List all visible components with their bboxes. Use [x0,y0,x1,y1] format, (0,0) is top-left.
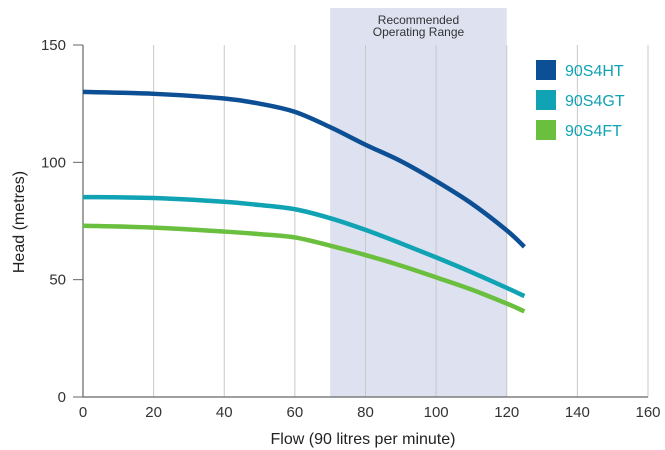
x-tick-label-160: 160 [635,404,660,421]
series-line-90S4HT [82,89,526,249]
x-tick-label-60: 60 [287,404,304,421]
legend-swatch-90S4HT [536,60,556,80]
series-layer [82,89,526,314]
series-line-90S4FT [82,223,526,314]
x-tick-label-20: 20 [145,404,162,421]
operating-range-label-line2: Operating Range [373,25,465,39]
x-tick-label-40: 40 [216,404,233,421]
operating-range-label-line1: Recommended [378,13,459,27]
series-line-90S4GT [82,194,526,299]
y-tick-label-100: 100 [41,154,66,171]
x-tick-label-80: 80 [357,404,374,421]
legend-label-90S4FT: 90S4FT [565,123,622,140]
grid-layer [153,45,649,397]
operating-range-band [330,8,507,397]
legend-label-90S4GT: 90S4GT [565,93,625,110]
x-axis-label: Flow (90 litres per minute) [271,431,456,448]
legend: 90S4HT 90S4GT 90S4FT [536,60,625,140]
x-tick-label-0: 0 [79,404,87,421]
y-tick-label-150: 150 [41,37,66,54]
x-tick-label-100: 100 [424,404,449,421]
y-axis-label: Head (metres) [11,171,28,273]
y-tick-label-0: 0 [58,389,66,406]
x-tick-label-140: 140 [565,404,590,421]
x-tick-label-120: 120 [494,404,519,421]
y-tick-label-50: 50 [49,272,66,289]
legend-swatch-90S4FT [536,120,556,140]
axis-layer: 0 50 100 150 0 20 40 60 80 100 120 140 160 [41,37,661,421]
legend-swatch-90S4GT [536,90,556,110]
legend-label-90S4HT: 90S4HT [565,63,624,80]
